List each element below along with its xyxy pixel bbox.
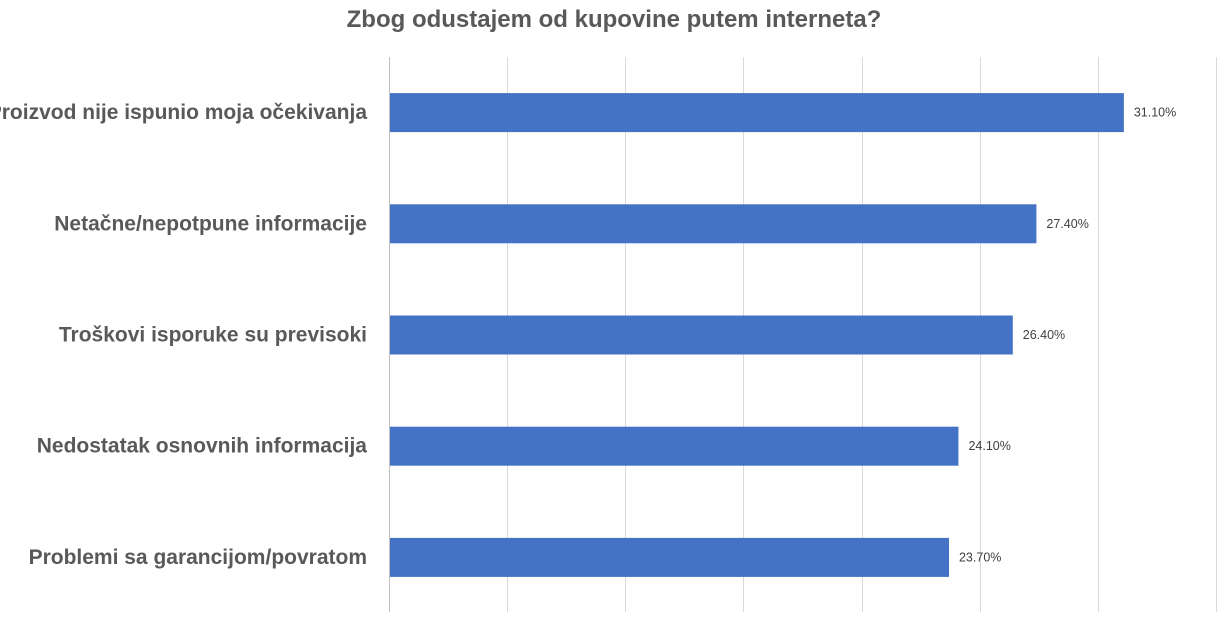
data-label: 26.40% [1023,328,1065,342]
data-label: 24.10% [968,439,1010,453]
data-label: 23.70% [959,550,1001,564]
category-label: Proizvod nije ispunio moja očekivanja [0,101,367,124]
category-label: Netačne/nepotpune informacije [54,212,367,235]
bar [390,204,1037,244]
bar [390,93,1124,133]
bar [390,315,1013,355]
bar [390,537,949,577]
category-labels: Proizvod nije ispunio moja očekivanja Net… [0,101,367,569]
data-label: 27.40% [1046,217,1088,231]
data-labels: 31.10% 27.40% 26.40% 24.10% 23.70% [959,106,1176,565]
chart-title: Zbog odustajem od kupovine putem interne… [346,6,882,33]
category-label: Troškovi isporuke su previsoki [59,324,367,347]
category-label: Nedostatak osnovnih informacija [37,435,368,458]
category-label: Problemi sa garancijom/povratom [29,546,367,569]
data-label: 31.10% [1134,106,1176,120]
bar [390,426,959,466]
bars [390,93,1124,577]
